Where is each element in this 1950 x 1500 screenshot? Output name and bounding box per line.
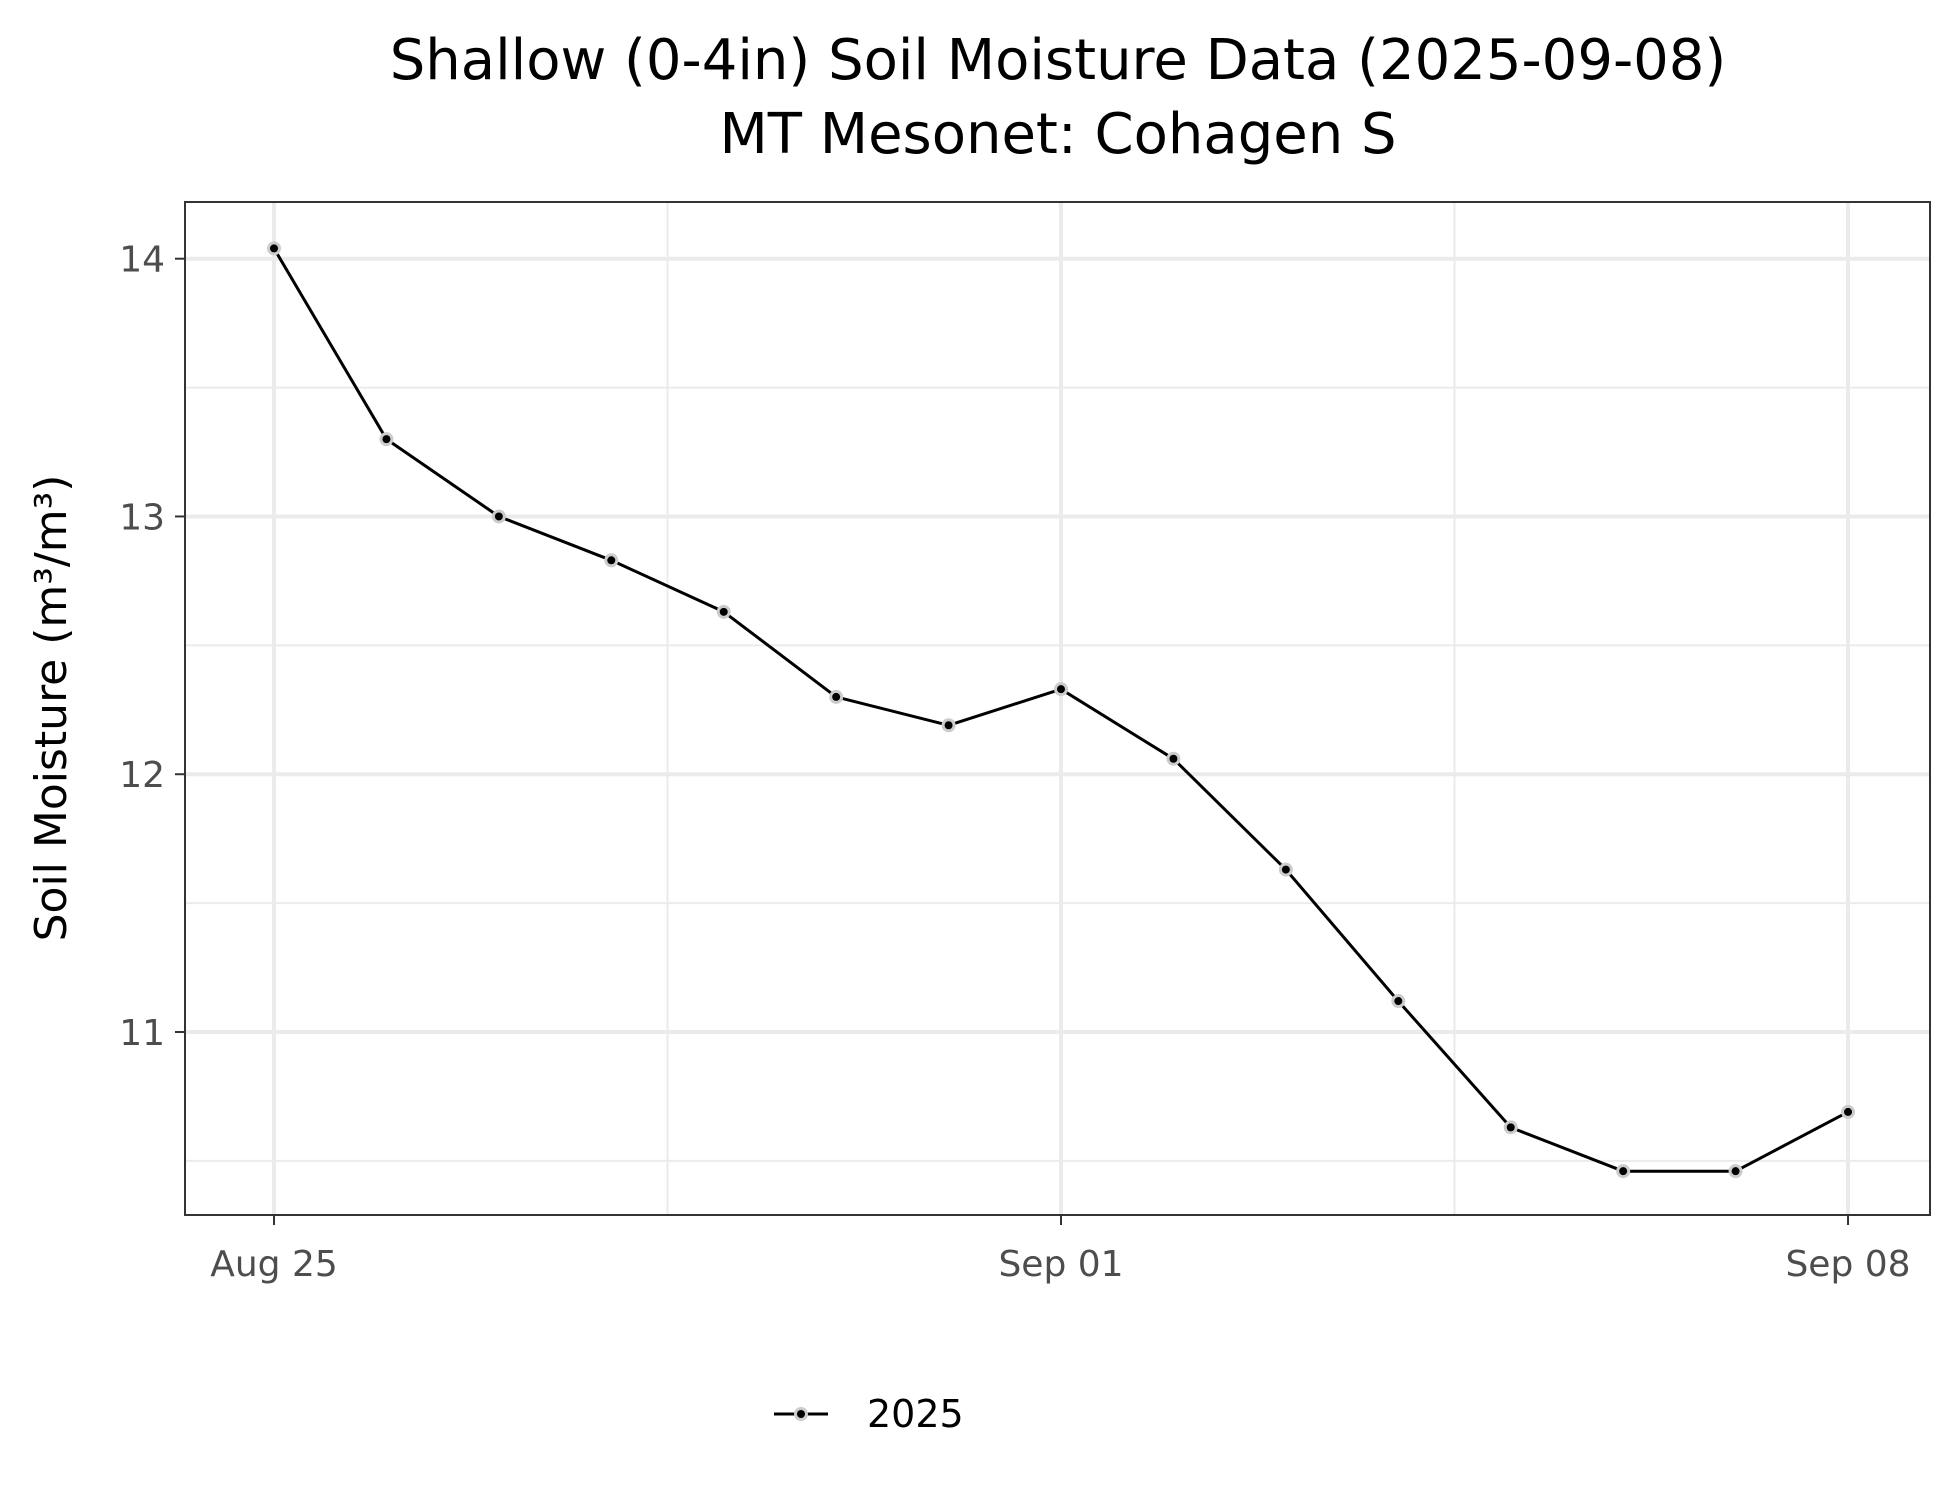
series-layer — [267, 241, 1856, 1179]
data-point — [1728, 1164, 1743, 1179]
data-point — [1054, 682, 1069, 697]
data-point — [1278, 862, 1293, 877]
data-point-center — [1619, 1167, 1628, 1176]
data-point-center — [1394, 997, 1403, 1006]
data-point-center — [494, 512, 503, 521]
data-point-center — [1169, 754, 1178, 763]
y-tick-label: 13 — [119, 497, 165, 538]
data-point — [1616, 1164, 1631, 1179]
legend-key-point-center — [797, 1410, 805, 1418]
data-point — [1166, 751, 1181, 766]
major-gridlines — [185, 202, 1930, 1215]
data-point-center — [1731, 1167, 1740, 1176]
x-tick-label: Sep 01 — [998, 1244, 1123, 1285]
data-point-center — [270, 244, 279, 253]
data-point-center — [832, 692, 841, 701]
plot-panel-border — [184, 201, 1931, 1216]
y-tick-label: 11 — [119, 1013, 165, 1054]
chart-title: Shallow (0-4in) Soil Moisture Data (2025… — [390, 28, 1727, 93]
y-tick-label: 14 — [119, 240, 165, 281]
y-axis-title: Soil Moisture (m³/m³) — [26, 475, 77, 942]
data-point — [604, 553, 619, 568]
legend: 2025 — [774, 1392, 964, 1436]
data-point — [1841, 1104, 1856, 1119]
x-axis: Aug 25 Sep 01 Sep 08 — [210, 1215, 1911, 1285]
data-point — [716, 604, 731, 619]
data-point — [1503, 1120, 1518, 1135]
data-point-center — [1844, 1107, 1853, 1116]
data-point — [491, 509, 506, 524]
data-point — [1391, 994, 1406, 1009]
data-point — [379, 432, 394, 447]
legend-label-2025: 2025 — [867, 1392, 964, 1436]
data-point-center — [382, 435, 391, 444]
x-tick-label: Sep 08 — [1785, 1244, 1910, 1285]
data-point-center — [1057, 685, 1066, 694]
data-point-center — [607, 556, 616, 565]
chart-subtitle: MT Mesonet: Cohagen S — [719, 102, 1396, 167]
data-point-center — [1506, 1123, 1515, 1132]
data-point — [267, 241, 282, 256]
y-tick-label: 12 — [119, 755, 165, 796]
data-point-center — [944, 721, 953, 730]
data-point-center — [719, 607, 728, 616]
x-tick-label: Aug 25 — [210, 1244, 338, 1285]
data-point — [941, 718, 956, 733]
data-point-center — [1281, 865, 1290, 874]
y-axis: 11 12 13 14 — [119, 240, 185, 1054]
minor-gridlines — [185, 202, 1930, 1215]
data-point — [829, 689, 844, 704]
